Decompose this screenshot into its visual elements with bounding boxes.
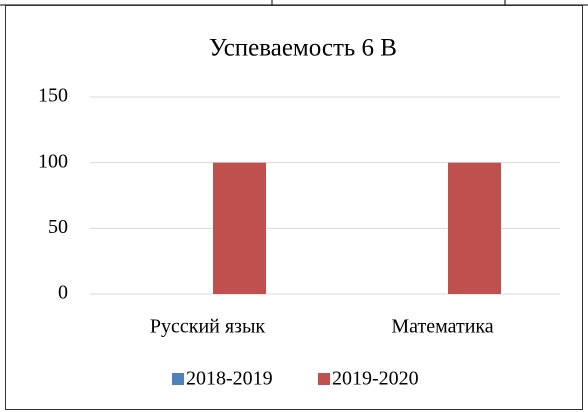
- y-tick-label: 50: [48, 216, 68, 238]
- bar: [448, 162, 501, 294]
- x-tick-label: Русский язык: [150, 316, 266, 338]
- y-tick-label: 150: [38, 85, 68, 107]
- x-tick-label: Математика: [391, 316, 493, 338]
- y-tick-label: 100: [38, 150, 68, 172]
- legend-label: 2019-2020: [332, 368, 419, 390]
- y-tick-label: 0: [58, 282, 68, 304]
- legend-swatch: [318, 373, 330, 385]
- legend-label: 2018-2019: [186, 368, 273, 390]
- legend-swatch: [172, 373, 184, 385]
- chart-title: Успеваемость 6 В: [209, 35, 397, 62]
- bar: [213, 162, 266, 294]
